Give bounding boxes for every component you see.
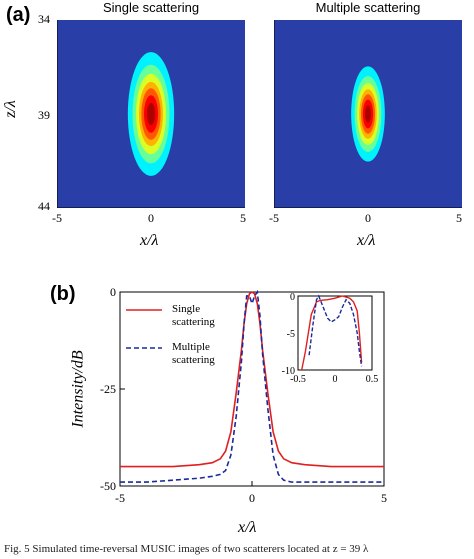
- panel-a-label: (a): [6, 4, 31, 26]
- inset-xtick-2: 0.5: [366, 374, 379, 385]
- heatmap-1-xtick-right: 5: [240, 211, 246, 225]
- line-chart-ytick-2: -50: [100, 479, 116, 493]
- legend-label-2-line-2: scattering: [172, 354, 215, 366]
- heatmap-2-xlabel: x/λ: [357, 232, 376, 249]
- inset-series-2: [308, 294, 363, 367]
- heatmap-1-ytick-bottom: 44: [38, 199, 50, 213]
- panel-b-label: (b): [50, 283, 76, 305]
- heatmap-2-xtick-right: 5: [456, 211, 462, 225]
- inset-ytick-1: -5: [287, 329, 295, 340]
- heatmap-1-xtick-left: -5: [52, 211, 62, 225]
- line-chart-ytick-1: -25: [100, 382, 116, 396]
- inset-series-1: [301, 295, 363, 371]
- legend-label-1-line-1: Single: [172, 303, 200, 315]
- intensity-line-chart: 0-25-50-5 0 5SinglescatteringMultiplescatt…: [100, 285, 387, 505]
- line-series-2: [120, 289, 384, 483]
- heatmap-single-scattering: [57, 20, 245, 208]
- inset-chart: 0 -5 -10-0.5 0 0.5: [282, 292, 379, 385]
- line-chart-xtick-1: 0: [249, 491, 255, 505]
- heatmap-2-xtick-mid: 0: [365, 211, 371, 225]
- legend-label-1-line-2: scattering: [172, 316, 215, 328]
- heatmap-2-contour-6: [364, 105, 372, 123]
- heatmap-2-xtick-left: -5: [269, 211, 279, 225]
- figure-caption: Fig. 5 Simulated time-reversal MUSIC ima…: [4, 543, 369, 555]
- heatmap-2-title: Multiple scattering: [315, 0, 421, 15]
- heatmap-2-peak: [351, 66, 385, 162]
- heatmap-1-contour-6: [146, 102, 156, 126]
- heatmap-1-ytick-mid: 39: [38, 108, 50, 122]
- legend-label-2-line-1: Multiple: [172, 341, 210, 353]
- heatmap-1-xlabel: x/λ: [140, 232, 159, 249]
- heatmap-1-peak: [127, 52, 175, 176]
- line-chart-ylabel: Intensity/dB: [69, 350, 87, 428]
- heatmap-1-title: Single scattering: [102, 0, 200, 15]
- inset-ytick-0: 0: [290, 292, 295, 303]
- line-series-1: [120, 291, 384, 468]
- heatmap-1-xtick-mid: 0: [148, 211, 154, 225]
- line-chart-ytick-0: 0: [110, 285, 116, 299]
- inset-xtick-0: -0.5: [290, 374, 306, 385]
- line-chart-xtick-2: 5: [381, 491, 387, 505]
- heatmap-multiple-scattering: [274, 20, 462, 208]
- inset-ytick-2: -10: [282, 366, 295, 377]
- line-chart-xtick-0: -5: [115, 491, 125, 505]
- line-chart-xlabel: x/λ: [238, 519, 257, 536]
- heatmap-1-ytick-top: 34: [38, 12, 50, 26]
- inset-xtick-1: 0: [333, 374, 338, 385]
- heatmap-1-ylabel: z/λ: [1, 100, 19, 118]
